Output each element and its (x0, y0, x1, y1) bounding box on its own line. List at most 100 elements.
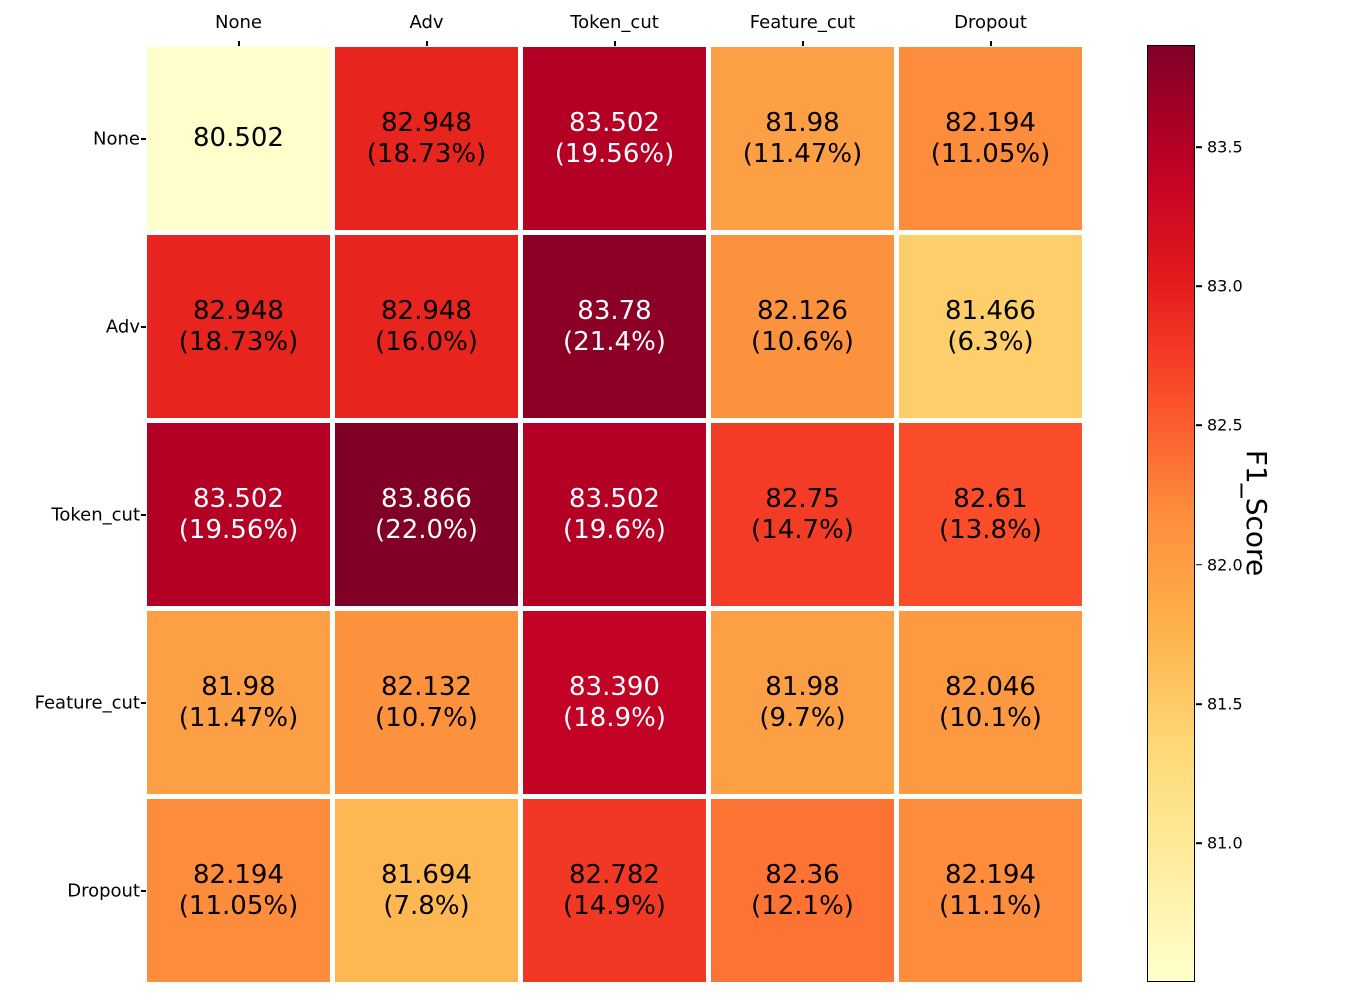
y-axis-tick (141, 325, 146, 328)
cell-percent-value: (16.0%) (375, 326, 478, 357)
x-axis-tick (425, 41, 428, 46)
colorbar (1147, 45, 1195, 982)
cell-percent-value: (22.0%) (375, 514, 478, 545)
cell-percent-value: (10.7%) (375, 702, 478, 733)
y-axis-tick (141, 137, 146, 140)
cell-percent-value: (18.9%) (563, 702, 666, 733)
cell-percent-value: (19.56%) (178, 514, 299, 545)
cell-percent-value: (14.7%) (751, 514, 854, 545)
heatmap-cell-None-Token_cut: 83.502 (19.56%) (523, 47, 706, 230)
heatmap-cell-Token_cut-Dropout: 82.61 (13.8%) (899, 423, 1082, 606)
heatmap-grid: 80.502 82.948 (18.73%) 83.502 (19.56%) 81.98(… (147, 47, 1082, 982)
heatmap-cell-Token_cut-Token_cut: 83.502 (19.6%) (523, 423, 706, 606)
cell-f1-value: 81.466 (945, 295, 1036, 326)
cell-f1-value: 82.948 (193, 295, 284, 326)
y-axis-tick (141, 889, 146, 892)
cell-percent-value: (10.1%) (939, 702, 1042, 733)
cell-percent-value: (14.9%) (563, 890, 666, 921)
heatmap-cell-Feature_cut-Token_cut: 83.390 (18.9%) (523, 611, 706, 794)
heatmap-cell-None-Feature_cut: 81.98 (11.47%) (711, 47, 894, 230)
cell-percent-value: (11.05%) (178, 890, 299, 921)
colorbar-tick (1196, 285, 1202, 287)
cell-percent-value: (19.6%) (563, 514, 666, 545)
x-axis-tick (801, 41, 804, 46)
cell-percent-value: (18.73%) (178, 326, 299, 357)
colorbar-tick-label: 81.0 (1207, 833, 1243, 853)
cell-percent-value: (10.6%) (751, 326, 854, 357)
heatmap-cell-Adv-Token_cut: 83.78 (21.4%) (523, 235, 706, 418)
x-axis-tick (989, 41, 992, 46)
heatmap-cell-Feature_cut-Feature_cut: 81.98 (9.7%) (711, 611, 894, 794)
colorbar-tick-label: 83.5 (1207, 137, 1243, 157)
x-axis-label-Feature_cut: Feature_cut (749, 12, 856, 33)
cell-f1-value: 82.61 (953, 483, 1028, 514)
heatmap-cell-None-Dropout: 82.194 (11.05%) (899, 47, 1082, 230)
y-axis-label-Token_cut: Token_cut (51, 504, 140, 525)
y-axis-label-Dropout: Dropout (67, 880, 140, 901)
cell-f1-value: 82.194 (945, 859, 1036, 890)
colorbar-tick (1196, 563, 1202, 566)
heatmap-cell-Adv-None: 82.948 (18.73%) (147, 235, 330, 418)
cell-percent-value: (11.1%) (939, 890, 1042, 921)
colorbar-tick (1196, 146, 1202, 148)
heatmap-cell-Dropout-None: 82.194 (11.05%) (147, 799, 330, 982)
colorbar-tick-label: 81.5 (1207, 694, 1243, 714)
heatmap-cell-Token_cut-None: 83.502 (19.56%) (147, 423, 330, 606)
heatmap-cell-Dropout-Token_cut: 82.782 (14.9%) (523, 799, 706, 982)
cell-percent-value: (18.73%) (366, 138, 487, 169)
cell-percent-value: (11.05%) (930, 138, 1051, 169)
cell-f1-value: 82.75 (765, 483, 840, 514)
cell-f1-value: 82.194 (193, 859, 284, 890)
cell-percent-value: (11.47%) (742, 138, 863, 169)
cell-f1-value: 81.98 (765, 671, 840, 702)
cell-f1-value: 83.78 (577, 295, 652, 326)
x-axis-tick (613, 41, 616, 46)
x-axis-label-Adv: Adv (409, 12, 444, 33)
heatmap-cell-Feature_cut-Adv: 82.132 (10.7%) (335, 611, 518, 794)
heatmap-cell-Token_cut-Adv: 83.866 (22.0%) (335, 423, 518, 606)
cell-f1-value: 81.98 (765, 107, 840, 138)
cell-percent-value: (9.7%) (759, 702, 846, 733)
colorbar-tick-label: 82.5 (1207, 415, 1243, 435)
cell-f1-value: 80.502 (193, 123, 284, 153)
cell-f1-value: 82.948 (381, 107, 472, 138)
colorbar-label: F1_Score (1240, 449, 1273, 577)
heatmap-cell-Feature_cut-Dropout: 82.046 (10.1%) (899, 611, 1082, 794)
cell-f1-value: 82.948 (381, 295, 472, 326)
x-axis-label-None: None (215, 12, 262, 33)
y-axis-label-None: None (93, 128, 140, 149)
cell-f1-value: 82.36 (765, 859, 840, 890)
colorbar-tick-label: 83.0 (1207, 276, 1243, 296)
cell-percent-value: (19.56%) (554, 138, 675, 169)
heatmap-cell-Dropout-Adv: 81.694 (7.8%) (335, 799, 518, 982)
cell-f1-value: 83.866 (381, 483, 472, 514)
heatmap-cell-Adv-Feature_cut: 82.126 (10.6%) (711, 235, 894, 418)
colorbar-tick (1196, 842, 1202, 845)
cell-f1-value: 82.132 (381, 671, 472, 702)
heatmap-cell-Feature_cut-None: 81.98 (11.47%) (147, 611, 330, 794)
colorbar-tick (1196, 703, 1202, 705)
cell-f1-value: 82.126 (757, 295, 848, 326)
cell-percent-value: (11.47%) (178, 702, 299, 733)
colorbar-tick-label: 82.0 (1207, 555, 1243, 575)
heatmap-cell-Adv-Adv: 82.948 (16.0%) (335, 235, 518, 418)
cell-percent-value: (6.3%) (947, 326, 1034, 357)
heatmap-cell-Token_cut-Feature_cut: 82.75 (14.7%) (711, 423, 894, 606)
cell-f1-value: 81.98 (201, 671, 276, 702)
y-axis-label-Feature_cut: Feature_cut (34, 692, 140, 713)
x-axis-label-Dropout: Dropout (954, 12, 1027, 33)
cell-f1-value: 83.390 (569, 671, 660, 702)
cell-f1-value: 83.502 (193, 483, 284, 514)
x-axis-label-Token_cut: Token_cut (570, 12, 659, 33)
cell-percent-value: (21.4%) (563, 326, 666, 357)
heatmap-cell-Dropout-Feature_cut: 82.36 (12.1%) (711, 799, 894, 982)
cell-percent-value: (13.8%) (939, 514, 1042, 545)
heatmap-cell-None-None: 80.502 (147, 47, 330, 230)
heatmap-cell-None-Adv: 82.948 (18.73%) (335, 47, 518, 230)
y-axis-tick (141, 701, 146, 704)
cell-percent-value: (12.1%) (751, 890, 854, 921)
x-axis-tick (237, 41, 240, 46)
cell-f1-value: 82.194 (945, 107, 1036, 138)
cell-f1-value: 82.046 (945, 671, 1036, 702)
